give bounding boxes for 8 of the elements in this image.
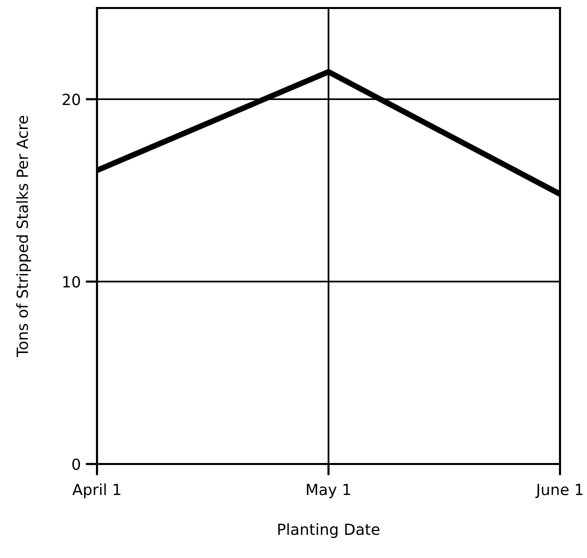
y-tick-label: 10: [63, 276, 80, 288]
y-tick-label: 0: [72, 458, 80, 470]
x-axis-title: Planting Date: [278, 523, 380, 538]
x-tick-label: June 1: [535, 484, 583, 498]
y-axis-title: Tons of Stripped Stalks Per Acre: [16, 116, 32, 357]
x-tick-label: April 1: [72, 483, 120, 498]
x-tick-label: May 1: [306, 484, 350, 498]
y-tick-label: 20: [62, 94, 80, 106]
